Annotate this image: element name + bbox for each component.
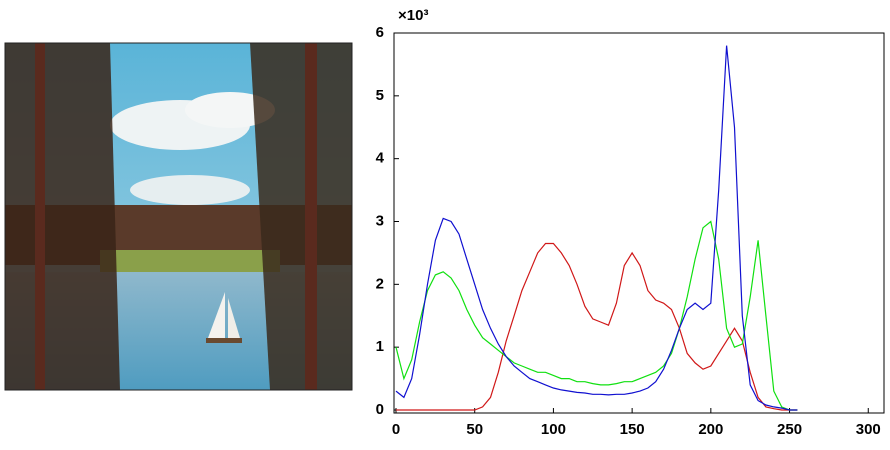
y-tick-label: 3 [376, 212, 384, 229]
histogram-line [395, 220, 798, 411]
photo [4, 42, 353, 391]
x-tick-label: 250 [777, 421, 802, 438]
histogram-line [396, 242, 798, 411]
y-tick-label: 0 [376, 401, 384, 418]
x-tick-label: 100 [541, 421, 566, 438]
histogram-line [395, 45, 798, 411]
plot-frame [393, 32, 885, 414]
y-tick-label: 4 [376, 150, 385, 167]
y-tick-label: 6 [376, 24, 384, 41]
y-tick-label: 1 [376, 338, 384, 355]
y-multiplier: ×10³ [398, 7, 428, 24]
x-tick-label: 300 [856, 421, 881, 438]
x-tick-label: 0 [392, 421, 400, 438]
y-tick-label: 5 [376, 87, 384, 104]
y-tick-label: 2 [376, 275, 384, 292]
x-tick-label: 150 [620, 421, 645, 438]
x-tick-label: 200 [698, 421, 723, 438]
x-tick-label: 50 [466, 421, 483, 438]
